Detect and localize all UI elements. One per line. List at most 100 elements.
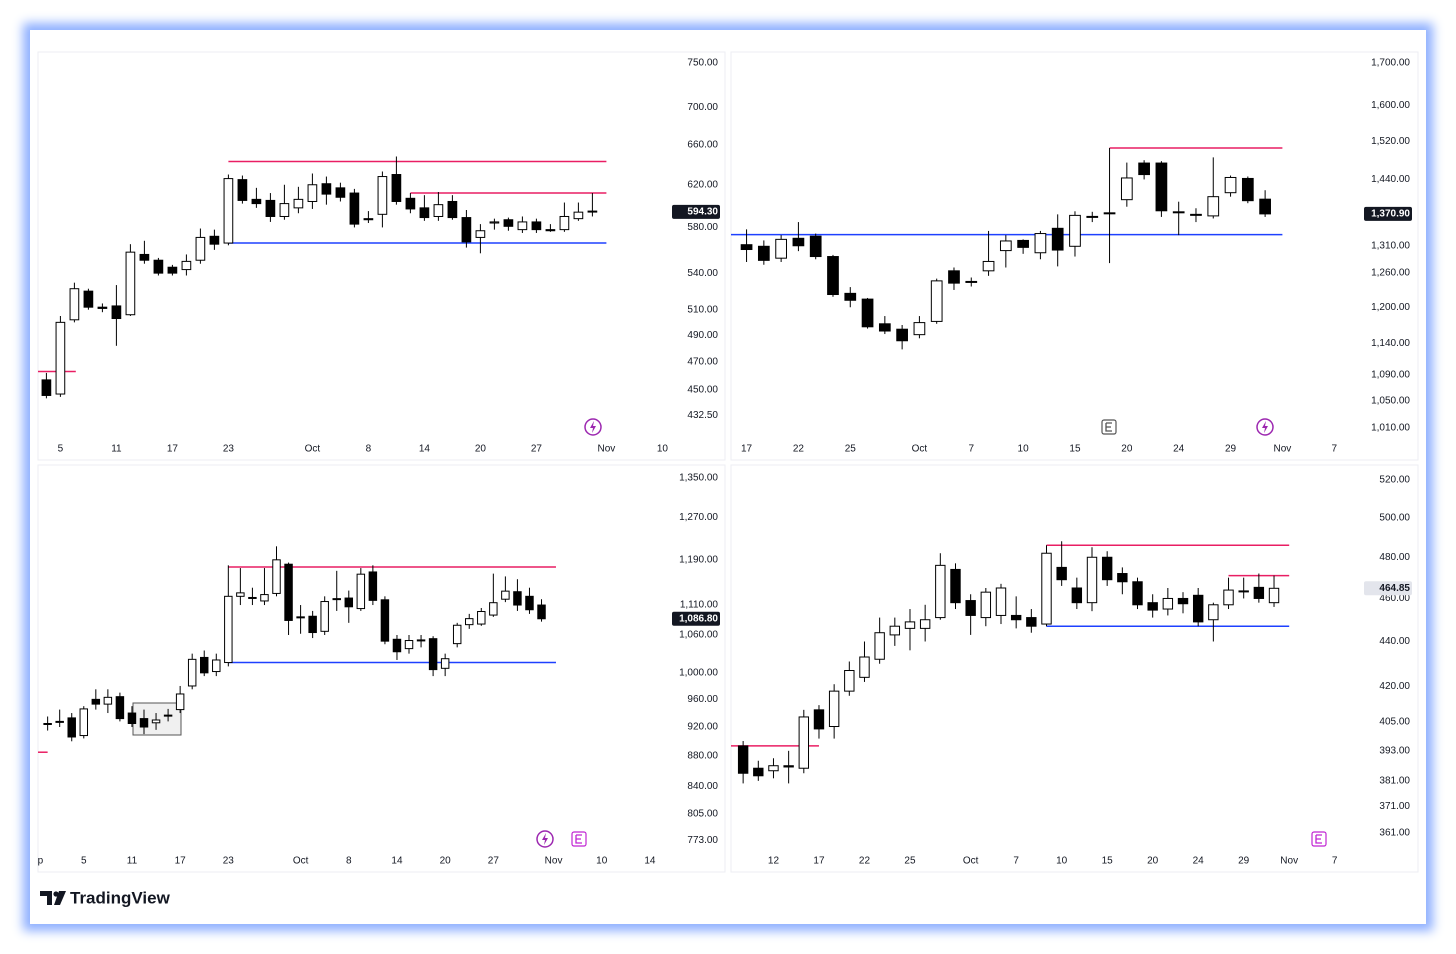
x-tick-label: 17	[813, 856, 825, 867]
candle-body	[405, 197, 416, 210]
y-tick-label: 1,110.00	[680, 600, 719, 611]
candle-body	[889, 625, 901, 636]
candle-body	[531, 221, 542, 231]
candle-body	[874, 632, 885, 660]
candle-body	[965, 280, 978, 283]
x-tick-label: 23	[223, 856, 235, 867]
x-tick-label: 20	[1121, 444, 1133, 455]
y-tick-label: 700.00	[687, 102, 718, 113]
x-tick-label: 20	[475, 444, 487, 455]
x-tick-label: 29	[1225, 444, 1237, 455]
candle-body	[489, 602, 498, 616]
candle-body	[859, 656, 870, 678]
y-tick-label: 960.00	[687, 694, 718, 705]
candle-body	[404, 640, 414, 650]
candle-body	[1177, 597, 1189, 605]
pane-border	[730, 464, 1419, 873]
candle-body	[1172, 211, 1185, 214]
y-tick-label: 920.00	[687, 722, 718, 733]
candle-body	[950, 568, 961, 604]
candle-body	[1147, 602, 1158, 611]
candle-body	[236, 592, 245, 597]
candle-body	[91, 698, 101, 705]
earnings-icon[interactable]	[1311, 831, 1327, 847]
y-tick-label: 1,200.00	[1371, 302, 1410, 313]
x-tick-label: 20	[440, 856, 452, 867]
x-tick-label: 14	[644, 856, 656, 867]
candle-body	[768, 765, 779, 772]
candle-body	[1117, 573, 1128, 583]
x-tick-label: Oct	[305, 444, 321, 455]
candle-body	[377, 176, 388, 215]
candle-body	[419, 207, 430, 219]
candle-body	[783, 765, 794, 768]
y-tick-label: 773.00	[687, 835, 718, 846]
x-tick-label: 5	[58, 444, 64, 455]
candle-body	[223, 178, 234, 244]
pane-border	[730, 51, 1419, 461]
candle-body	[1056, 566, 1067, 581]
candle-body	[1101, 556, 1113, 581]
plot-area	[731, 541, 1290, 784]
candle-body	[999, 240, 1012, 252]
y-tick-label: 490.00	[687, 330, 718, 341]
candle-body	[1010, 614, 1022, 621]
plot-area	[731, 147, 1283, 350]
event-icon[interactable]	[1256, 418, 1274, 436]
y-tick-label: 1,090.00	[1371, 369, 1410, 380]
candle-body	[775, 238, 787, 259]
y-tick-label: 381.00	[1379, 775, 1410, 786]
candle-body	[293, 198, 304, 209]
candle-body	[209, 235, 220, 245]
candle-body	[1120, 177, 1133, 201]
y-tick-label: 460.00	[1379, 593, 1410, 604]
candle-body	[1190, 213, 1202, 216]
y-tick-label: 361.00	[1379, 828, 1410, 839]
event-icon[interactable]	[584, 418, 602, 436]
x-tick-label: 22	[793, 444, 805, 455]
y-tick-label: 1,060.00	[679, 630, 718, 641]
y-tick-label: 1,260.00	[1371, 268, 1410, 279]
candle-body	[517, 221, 528, 231]
candle-body	[151, 719, 161, 724]
candle-body	[559, 215, 570, 231]
x-tick-label: 25	[904, 856, 916, 867]
candle-body	[461, 217, 472, 243]
x-tick-label: 5	[81, 856, 87, 867]
candle-body	[175, 693, 185, 711]
candle-body	[195, 236, 206, 261]
candle-body	[416, 639, 426, 642]
y-tick-label: 500.00	[1379, 512, 1410, 523]
candle-body	[1162, 597, 1174, 610]
earnings-icon[interactable]	[1101, 419, 1117, 435]
candle-body	[79, 708, 89, 737]
candle-body	[167, 266, 178, 274]
x-tick-label: 25	[845, 444, 857, 455]
candle-body	[465, 618, 474, 626]
candle-body	[380, 599, 390, 642]
candle-body	[828, 690, 840, 728]
event-icon[interactable]	[536, 830, 554, 848]
x-tick-label: 8	[366, 444, 372, 455]
y-tick-label: 520.00	[1379, 474, 1410, 485]
pane-border	[37, 464, 726, 873]
candle-body	[489, 221, 500, 224]
candle-body	[737, 745, 749, 774]
candle-body	[1253, 586, 1265, 599]
candle-body	[335, 187, 346, 198]
candle-body	[913, 322, 926, 336]
candle-body	[284, 563, 293, 621]
candle-body	[1069, 214, 1081, 247]
last-price-tag	[672, 204, 720, 219]
y-tick-label: 510.00	[687, 304, 718, 315]
x-tick-label: 24	[1173, 444, 1185, 455]
candle-body	[181, 260, 192, 271]
candle-body	[440, 658, 450, 669]
candle-body	[525, 595, 534, 611]
y-tick-label: 1,140.00	[1371, 338, 1410, 349]
candle-body	[573, 211, 584, 220]
earnings-icon[interactable]	[571, 831, 587, 847]
x-tick-label: 24	[1193, 856, 1205, 867]
last-price-tag	[1364, 581, 1412, 596]
